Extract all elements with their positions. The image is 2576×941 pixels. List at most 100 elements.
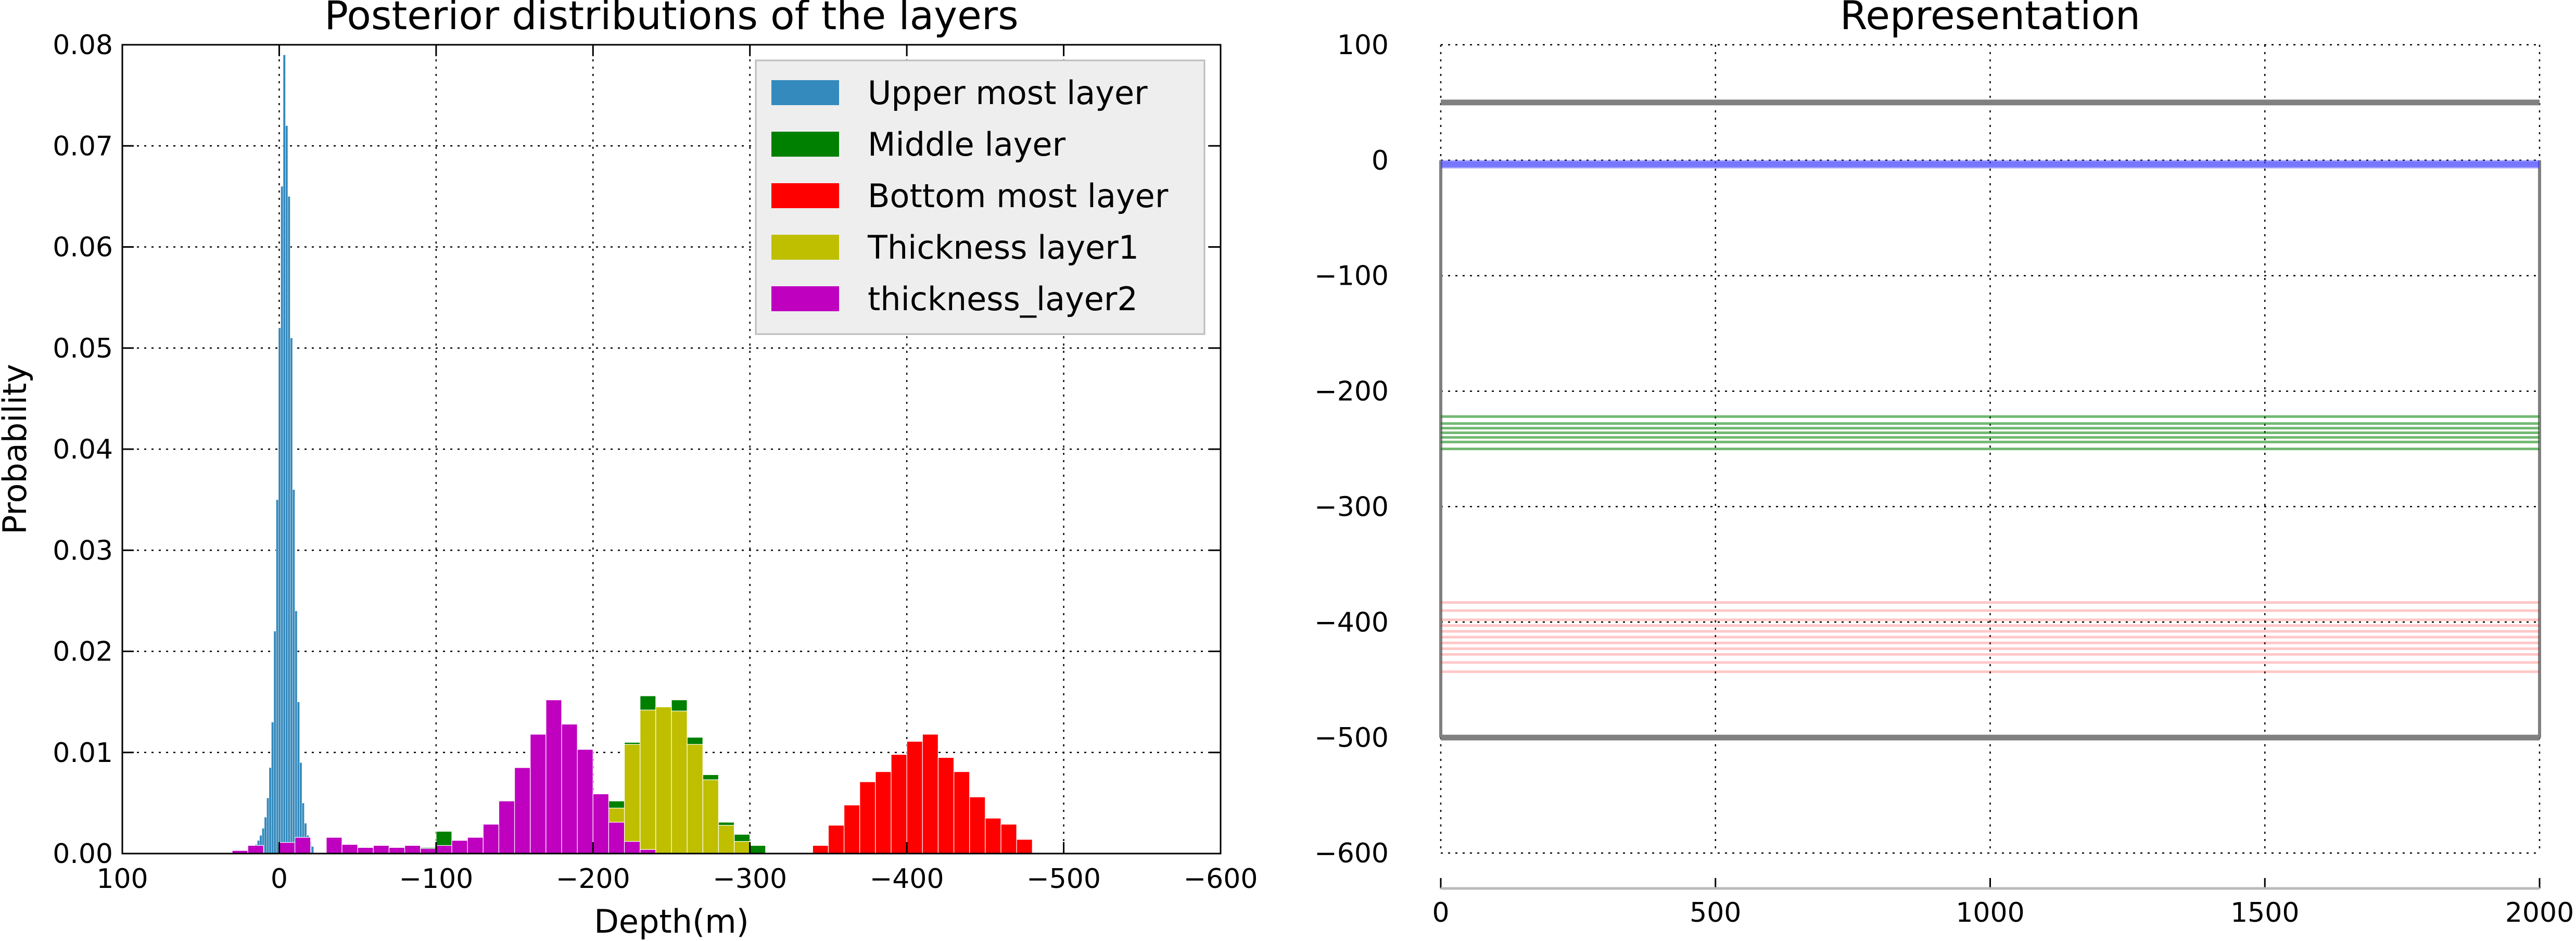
- representation-chart: Representation 0 500 1000 1500 20001000−100−…: [1314, 0, 2574, 929]
- chart1-y-tick-label: 0.05: [53, 333, 113, 364]
- chart1-legend: Upper most layer Middle layer Bottom most …: [755, 59, 1205, 335]
- histogram-bar: [577, 749, 593, 854]
- legend-swatch: [771, 286, 839, 311]
- histogram-bar: [295, 611, 298, 854]
- histogram-bar: [891, 754, 907, 854]
- legend-label: Middle layer: [868, 125, 1066, 163]
- chart1-x-tick-label: −200: [556, 863, 630, 895]
- histogram-bar: [357, 847, 374, 854]
- histogram-bar: [278, 842, 296, 854]
- histogram-bar: [498, 800, 515, 854]
- histogram-bar: [267, 797, 270, 854]
- chart2-x-tick-label: 1500: [2230, 897, 2299, 929]
- chart2-x-tick-label: 0: [1432, 897, 1449, 929]
- histogram-bar: [311, 846, 314, 854]
- histogram-bar: [969, 796, 986, 854]
- chart1-y-tick-label: 0.08: [53, 30, 113, 61]
- chart1-x-tick-label: −400: [870, 863, 944, 895]
- histogram-bar: [285, 125, 288, 854]
- chart1-x-tick-label: −100: [399, 863, 473, 895]
- histogram-bar: [545, 700, 562, 854]
- histogram-bar: [561, 723, 578, 854]
- histogram-bar: [483, 824, 500, 854]
- chart1-y-tick-label: 0.04: [53, 434, 113, 465]
- chart2-x-tick-label: 1000: [1956, 897, 2024, 929]
- histogram-bar: [1016, 839, 1033, 854]
- chart2-y-tick-label: 100: [1337, 30, 1389, 61]
- chart2-y-tick-label: −200: [1314, 376, 1389, 408]
- histogram-bar: [297, 702, 300, 854]
- histogram-bar: [640, 709, 656, 854]
- chart1-y-tick-label: 0.00: [53, 838, 113, 870]
- chart1-y-tick-label: 0.07: [53, 131, 113, 162]
- histogram-bar: [953, 771, 970, 854]
- histogram-bar: [341, 844, 358, 854]
- histogram-bar: [875, 771, 892, 854]
- legend-swatch: [771, 235, 839, 260]
- legend-label: Bottom most layer: [868, 177, 1169, 215]
- histogram-bar: [269, 767, 272, 854]
- histogram-bar: [1000, 824, 1017, 854]
- chart2-y-tick-label: −600: [1314, 838, 1389, 869]
- histogram-bar: [276, 499, 279, 854]
- histogram-bar: [985, 818, 1001, 854]
- histogram-bar: [287, 196, 290, 854]
- posterior-histogram-chart: Posterior distributions of the layers 10…: [0, 0, 1258, 940]
- chart1-x-tick-label: 0: [271, 863, 288, 895]
- histogram-bar: [373, 845, 390, 854]
- histogram-bar: [404, 845, 421, 854]
- histogram-bar: [271, 722, 274, 854]
- chart1-x-tick-label: −600: [1184, 863, 1258, 895]
- chart2-y-tick-label: −300: [1314, 491, 1389, 523]
- chart1-y-axis-label: Probability: [0, 364, 34, 535]
- legend-label: thickness_layer2: [868, 280, 1138, 318]
- legend-swatch: [771, 80, 839, 105]
- chart2-y-tick-label: −400: [1314, 607, 1389, 638]
- histogram-bar: [702, 779, 719, 854]
- histogram-bar: [281, 186, 284, 854]
- histogram-bar: [273, 631, 276, 854]
- histogram-bar: [750, 845, 766, 854]
- legend-swatch: [771, 132, 839, 157]
- legend-label: Thickness layer1: [867, 228, 1139, 266]
- chart1-title: Posterior distributions of the layers: [324, 0, 1018, 39]
- chart2-title: Representation: [1840, 0, 2140, 39]
- histogram-bar: [812, 845, 829, 854]
- histogram-bar: [718, 825, 735, 854]
- legend-label: Upper most layer: [868, 74, 1148, 112]
- histogram-bar: [388, 847, 405, 854]
- histogram-bar: [436, 845, 452, 854]
- histogram-bar: [655, 706, 672, 854]
- histogram-bar: [290, 338, 293, 854]
- chart2-y-tick-label: 0: [1372, 145, 1389, 176]
- chart2-x-tick-label: 500: [1690, 897, 1741, 929]
- chart2-y-tick-label: −500: [1314, 722, 1389, 754]
- histogram-bar: [514, 767, 531, 854]
- histogram-bar: [592, 793, 610, 854]
- chart1-x-tick-label: −500: [1026, 863, 1101, 895]
- chart2-x-tick-label: 2000: [2505, 897, 2574, 929]
- histogram-bar: [733, 841, 751, 854]
- histogram-bar: [278, 327, 281, 854]
- chart1-y-tick-label: 0.06: [53, 232, 113, 263]
- histogram-bar: [247, 845, 264, 854]
- chart2-y-tick-label: −100: [1314, 261, 1389, 292]
- chart1-x-axis-label: Depth(m): [594, 902, 749, 940]
- chart1-y-tick-label: 0.02: [53, 637, 113, 668]
- histogram-bar: [687, 744, 703, 854]
- histogram-bar: [530, 734, 547, 854]
- chart1-y-tick-label: 0.01: [53, 737, 113, 769]
- histogram-bar: [467, 837, 484, 854]
- histogram-bar: [608, 822, 625, 854]
- histogram-bar: [283, 55, 286, 854]
- chart2-ticks: 0 500 1000 1500 20001000−100−200−300−400−500…: [1314, 30, 2574, 929]
- legend-swatch: [771, 183, 839, 208]
- histogram-bar: [624, 744, 641, 854]
- chart1-x-tick-label: 100: [96, 863, 148, 895]
- histogram-bar: [922, 734, 939, 854]
- histogram-bar: [843, 805, 860, 854]
- histogram-bar: [828, 825, 845, 854]
- histogram-bar: [451, 840, 468, 854]
